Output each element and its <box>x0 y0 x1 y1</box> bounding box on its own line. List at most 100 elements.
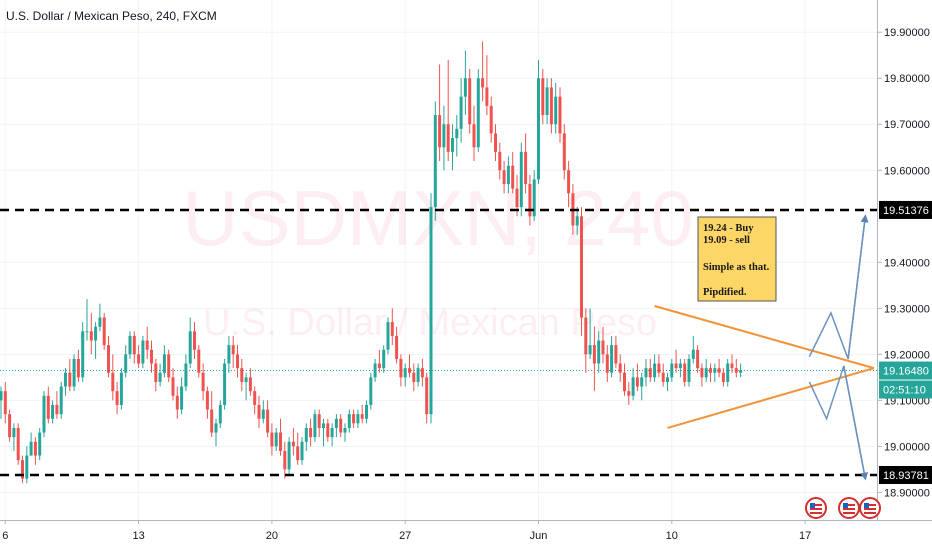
candle <box>253 386 257 415</box>
candle <box>734 358 738 378</box>
candle <box>549 78 553 134</box>
us-flag-icon[interactable] <box>859 497 881 519</box>
candle <box>124 345 128 378</box>
x-tick-label: 10 <box>666 530 678 542</box>
triangle-side[interactable] <box>654 305 875 370</box>
candle <box>588 308 592 359</box>
candle <box>476 69 480 152</box>
x-tick-label: 27 <box>399 530 411 542</box>
candle <box>610 335 614 378</box>
candle <box>330 423 334 447</box>
candle <box>201 363 205 401</box>
candle <box>377 349 381 373</box>
candle <box>541 69 545 125</box>
candle <box>618 354 622 382</box>
candle <box>72 354 76 392</box>
arrow-head <box>847 214 869 360</box>
candle <box>141 335 145 369</box>
candle <box>16 423 20 465</box>
candle <box>524 133 528 194</box>
candle <box>459 78 463 143</box>
candle <box>171 368 175 401</box>
candle <box>137 345 141 369</box>
candle <box>433 101 437 221</box>
candle <box>175 386 179 419</box>
candle <box>605 345 609 382</box>
candle <box>420 358 424 387</box>
candle <box>313 409 317 442</box>
candle <box>416 363 420 387</box>
candle <box>98 303 102 332</box>
candle <box>562 124 566 180</box>
candle <box>739 363 743 378</box>
candle <box>597 331 601 373</box>
candle <box>545 78 549 125</box>
candle <box>653 354 657 382</box>
candle <box>657 354 661 378</box>
candle <box>81 322 85 382</box>
price-axis-panel <box>878 0 932 550</box>
candle <box>244 372 248 401</box>
candle <box>223 358 227 410</box>
candle <box>382 345 386 373</box>
candle <box>266 400 270 438</box>
candle <box>162 345 166 378</box>
candle <box>309 418 313 447</box>
y-tick-label: 19.90000 <box>884 27 930 39</box>
candle <box>365 400 368 424</box>
candle <box>218 400 222 428</box>
candle <box>511 151 515 194</box>
candle <box>322 418 325 447</box>
note-line-6: Pipdified. <box>703 287 747 298</box>
candle <box>231 335 235 369</box>
price-axis: 19.90000 19.80000 19.70000 19.60000 19.40000… <box>878 27 930 499</box>
x-tick-label: 13 <box>132 530 144 542</box>
event-icons[interactable] <box>805 497 881 519</box>
candle <box>713 363 717 382</box>
candle <box>94 322 98 359</box>
candle <box>317 409 321 438</box>
candle <box>76 349 80 382</box>
candle <box>502 161 506 194</box>
chart-title: U.S. Dollar / Mexican Peso, 240, FXCM <box>6 9 217 23</box>
x-tick-label: 20 <box>266 530 278 542</box>
candle <box>283 441 287 479</box>
candle <box>46 386 50 424</box>
candle <box>412 363 416 392</box>
candle <box>51 400 55 424</box>
candle <box>184 354 188 392</box>
level-price-tag: 18.93781 <box>879 465 932 484</box>
candle <box>627 381 631 405</box>
us-flag-icon[interactable] <box>805 497 827 519</box>
candle <box>343 423 347 442</box>
candle <box>274 427 278 451</box>
candle <box>700 363 704 387</box>
candle <box>468 69 472 134</box>
us-flag-icon[interactable] <box>838 497 860 519</box>
candle <box>68 358 72 392</box>
candle <box>214 418 218 447</box>
candle <box>3 381 7 424</box>
candle <box>257 395 261 428</box>
y-tick-label: 19.30000 <box>884 303 930 315</box>
candle <box>631 368 635 401</box>
candle <box>451 124 454 171</box>
candle <box>180 377 184 415</box>
candle <box>248 368 252 396</box>
candle <box>132 331 136 364</box>
candle <box>463 50 467 116</box>
candle <box>472 105 476 162</box>
y-tick-label: 19.60000 <box>884 165 930 177</box>
candle <box>29 432 33 456</box>
note-box[interactable]: 19.24 - Buy 19.09 - sell Simple as that.… <box>697 216 777 302</box>
candle <box>446 59 450 162</box>
candle <box>696 345 700 373</box>
candle <box>721 368 725 387</box>
candle <box>261 400 265 424</box>
candle <box>661 363 665 387</box>
candles <box>0 41 743 484</box>
candle <box>485 55 489 116</box>
price-tags: 19.51376 18.93781 19.16480 02:51:10 <box>879 200 932 484</box>
note-line-4: Simple as that. <box>703 262 770 273</box>
time-axis-panel <box>0 520 932 550</box>
